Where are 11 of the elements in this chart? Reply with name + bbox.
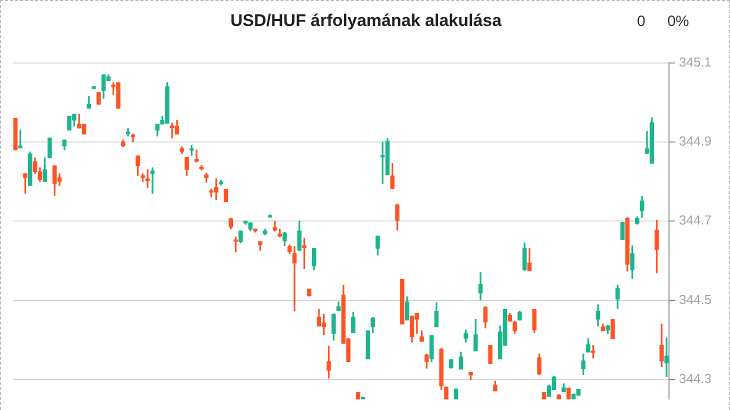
y-tick-label: 345.1 (679, 54, 712, 70)
text: 0 (636, 13, 646, 30)
y-tick-label: 344.5 (679, 292, 712, 307)
chart-title: USD/HUF árfolyamának alakulása (230, 11, 502, 30)
y-tick-label: 344.3 (679, 370, 712, 386)
y-tick-label: 344.7 (679, 212, 712, 228)
y-tick-label: 344.9 (679, 134, 712, 149)
candlestick (292, 246, 297, 312)
candlestick (150, 167, 155, 194)
candlestick (664, 338, 669, 377)
text: 0% (667, 13, 689, 30)
